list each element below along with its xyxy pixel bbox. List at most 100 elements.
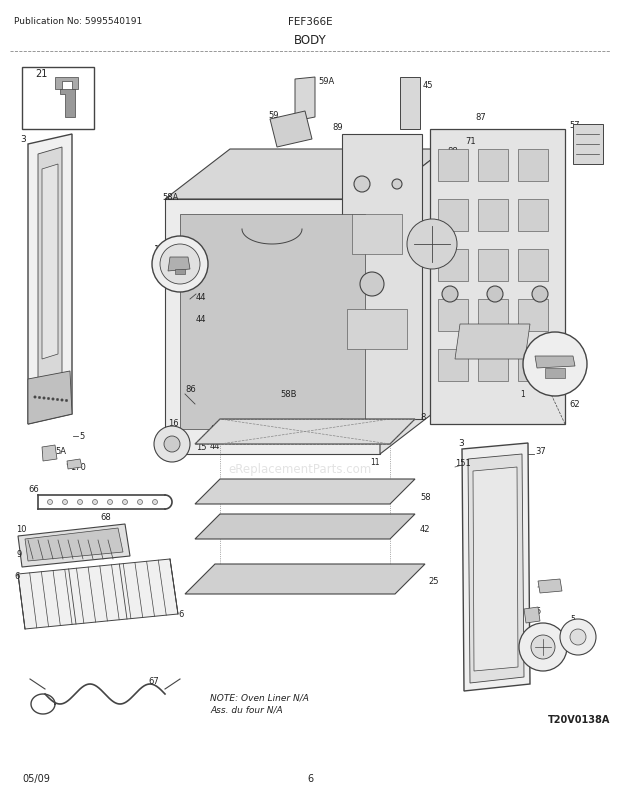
Text: 59: 59 <box>268 111 278 120</box>
Text: 10: 10 <box>16 525 27 534</box>
Polygon shape <box>535 357 575 369</box>
Polygon shape <box>468 455 524 683</box>
Circle shape <box>360 273 384 297</box>
Text: 6: 6 <box>307 773 313 783</box>
Polygon shape <box>18 525 130 567</box>
Text: 16: 16 <box>168 419 179 428</box>
Circle shape <box>107 500 112 505</box>
Text: 42: 42 <box>420 525 430 534</box>
Text: 151: 151 <box>36 408 51 417</box>
Polygon shape <box>342 135 422 419</box>
Circle shape <box>531 635 555 659</box>
Bar <box>518 249 548 282</box>
Polygon shape <box>42 164 58 359</box>
Circle shape <box>392 180 402 190</box>
Text: 87: 87 <box>475 113 485 123</box>
Bar <box>22 68 94 130</box>
Text: 58: 58 <box>420 493 431 502</box>
Bar <box>438 350 468 382</box>
Circle shape <box>43 448 53 457</box>
Text: 37: 37 <box>535 447 546 456</box>
Text: 86: 86 <box>185 385 196 394</box>
Circle shape <box>164 436 180 452</box>
Text: 45: 45 <box>423 80 433 89</box>
Bar <box>438 300 468 331</box>
Text: 8: 8 <box>420 413 425 422</box>
Text: 12: 12 <box>154 245 166 254</box>
Circle shape <box>153 500 157 505</box>
Text: 63: 63 <box>540 365 550 374</box>
Bar <box>438 200 468 232</box>
Circle shape <box>570 630 586 645</box>
Polygon shape <box>28 135 72 424</box>
Circle shape <box>160 245 200 285</box>
Circle shape <box>48 500 53 505</box>
Circle shape <box>442 286 458 302</box>
Polygon shape <box>165 150 445 200</box>
Polygon shape <box>352 215 402 255</box>
Bar <box>478 350 508 382</box>
Text: 85: 85 <box>210 425 221 434</box>
Polygon shape <box>168 257 190 272</box>
Polygon shape <box>185 565 425 594</box>
Circle shape <box>138 500 143 505</box>
Polygon shape <box>180 215 365 429</box>
Text: 151: 151 <box>455 459 471 468</box>
Polygon shape <box>538 579 562 593</box>
Text: 05/09: 05/09 <box>22 773 50 783</box>
Polygon shape <box>25 529 123 561</box>
Text: 6: 6 <box>14 572 19 581</box>
Text: 62: 62 <box>565 340 575 349</box>
Text: 21: 21 <box>35 69 47 79</box>
Circle shape <box>407 220 457 269</box>
Polygon shape <box>42 445 57 461</box>
Polygon shape <box>462 444 530 691</box>
Bar <box>478 150 508 182</box>
Text: 89: 89 <box>332 123 343 132</box>
Text: 44: 44 <box>196 294 206 302</box>
Text: 58B: 58B <box>337 423 353 432</box>
Polygon shape <box>18 559 178 630</box>
Bar <box>573 125 603 164</box>
Polygon shape <box>455 325 530 359</box>
Text: 67: 67 <box>148 677 159 686</box>
Text: 44: 44 <box>210 442 221 451</box>
Text: 44: 44 <box>196 315 206 324</box>
Text: 66: 66 <box>28 485 39 494</box>
Polygon shape <box>400 78 420 130</box>
Circle shape <box>47 398 50 400</box>
Text: 9: 9 <box>16 550 21 559</box>
Text: 5A: 5A <box>530 630 541 640</box>
Polygon shape <box>295 78 315 122</box>
Text: 59A: 59A <box>318 78 334 87</box>
Bar <box>478 300 508 331</box>
Text: FEF366E: FEF366E <box>288 17 332 27</box>
Text: 88: 88 <box>447 148 458 156</box>
Text: 57: 57 <box>569 120 580 129</box>
Circle shape <box>63 500 68 505</box>
Circle shape <box>560 619 596 655</box>
Text: 18: 18 <box>430 227 440 237</box>
Text: 71: 71 <box>465 137 476 146</box>
Bar <box>518 300 548 331</box>
Circle shape <box>123 500 128 505</box>
Polygon shape <box>270 111 312 148</box>
Bar <box>518 350 548 382</box>
Polygon shape <box>545 369 565 379</box>
Circle shape <box>61 399 63 402</box>
Text: 3: 3 <box>20 136 26 144</box>
Text: BODY: BODY <box>294 34 326 47</box>
Text: Ass. du four N/A: Ass. du four N/A <box>210 705 283 714</box>
Polygon shape <box>175 269 185 274</box>
Text: 17: 17 <box>168 429 179 438</box>
Bar <box>518 200 548 232</box>
Polygon shape <box>195 480 415 504</box>
Bar <box>438 249 468 282</box>
Text: 15: 15 <box>196 443 206 452</box>
Text: 3: 3 <box>458 439 464 448</box>
Text: 68: 68 <box>100 512 111 520</box>
Polygon shape <box>38 148 62 411</box>
Text: 58B: 58B <box>280 390 296 399</box>
Text: eReplacementParts.com: eReplacementParts.com <box>228 463 371 476</box>
Polygon shape <box>55 78 78 90</box>
